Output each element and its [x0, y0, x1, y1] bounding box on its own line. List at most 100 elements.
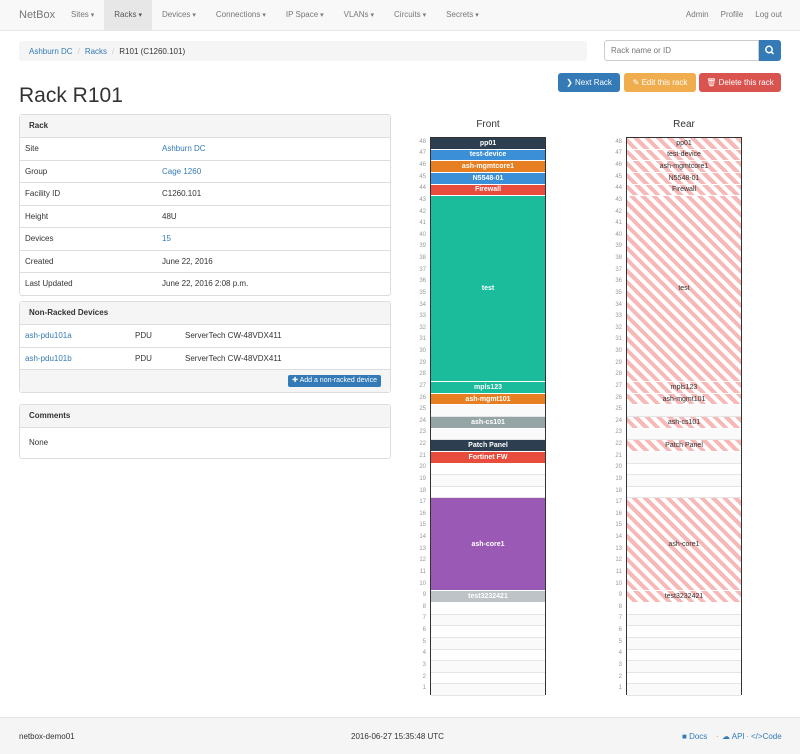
unit-number: 23	[615, 429, 622, 436]
device[interactable]: test	[627, 196, 741, 383]
nav-menu[interactable]: Connections	[206, 0, 276, 30]
crumb-link[interactable]: Ashburn DC	[29, 46, 73, 56]
unit-number: 46	[419, 162, 426, 169]
menu-bar: SitesRacksDevicesConnectionsIP SpaceVLAN…	[61, 0, 489, 30]
brand[interactable]: NetBox	[19, 9, 56, 21]
unit-number: 4	[618, 650, 622, 657]
unit-number: 47	[615, 150, 622, 157]
unit-number: 16	[615, 510, 622, 517]
nav-menu[interactable]: Secrets	[436, 0, 489, 30]
device[interactable]: ash-core1	[627, 498, 741, 592]
rack-unit	[627, 405, 741, 417]
unit-number: 42	[419, 208, 426, 215]
unit-number: 47	[419, 150, 426, 157]
unit-number: 5	[618, 638, 622, 645]
unit-number: 38	[615, 255, 622, 262]
unit-number: 20	[615, 464, 622, 471]
next-rack-button[interactable]: ❯ Next Rack	[558, 73, 620, 92]
rack-unit	[431, 684, 545, 696]
footer-link[interactable]: ☁ API	[722, 732, 745, 741]
nav-menu[interactable]: VLANs	[334, 0, 384, 30]
table-row: Devices 15	[20, 228, 390, 251]
device-label: ash-core1	[471, 540, 505, 548]
user-link[interactable]: Admin	[685, 10, 709, 19]
device[interactable]: ash-mgmt101	[627, 393, 741, 406]
unit-number: 21	[419, 452, 426, 459]
device[interactable]: mpls123	[627, 382, 741, 394]
nav-menu[interactable]: IP Space	[276, 0, 334, 30]
row-value[interactable]: Cage 1260	[162, 166, 202, 176]
footer-time: 2016-06-27 15:35:48 UTC	[351, 732, 444, 741]
table-row: Facility ID C1260.101	[20, 183, 390, 206]
user-link[interactable]: Profile	[720, 10, 744, 19]
add-button[interactable]: ✚ Add a non-racked device	[288, 375, 381, 387]
nav-menu[interactable]: Sites	[61, 0, 104, 30]
device[interactable]: mpls123	[431, 382, 545, 394]
device[interactable]: ash-cs101	[431, 417, 545, 429]
rack-unit	[431, 626, 545, 638]
device[interactable]: test-device	[431, 149, 545, 162]
device[interactable]: ash-mgmtcore1	[431, 161, 545, 173]
device[interactable]: Patch Panel	[431, 440, 545, 452]
device-label: Patch Panel	[468, 442, 508, 450]
device-label: ash-cs101	[471, 418, 505, 426]
rack-unit	[627, 684, 741, 696]
button-label: Add a non-racked device	[299, 377, 377, 384]
nav-menu[interactable]: Circuits	[384, 0, 436, 30]
unit-number: 26	[615, 394, 622, 401]
row-label: Site	[25, 144, 39, 153]
search-button[interactable]	[759, 40, 781, 61]
device[interactable]: test3232421	[627, 591, 741, 603]
nav-menu[interactable]: Devices	[152, 0, 206, 30]
rack-unit	[431, 428, 545, 441]
edit-button[interactable]: ✎ Edit this rack	[624, 73, 696, 92]
search-input[interactable]	[604, 40, 759, 61]
device-name[interactable]: ash-pdu101b	[25, 353, 72, 363]
unit-number: 28	[615, 371, 622, 378]
device-name[interactable]: ash-pdu101a	[25, 331, 72, 340]
crumb-link[interactable]: Racks	[84, 46, 108, 56]
device[interactable]: pp01	[431, 138, 545, 150]
device-label: pp01	[676, 139, 692, 147]
row-value: June 22, 2016 2:08 p.m.	[162, 279, 249, 288]
device[interactable]: ash-mgmt101	[431, 393, 545, 406]
rack-unit	[627, 428, 741, 441]
device[interactable]: ash-mgmtcore1	[627, 161, 741, 173]
rack-unit	[627, 451, 741, 464]
device-label: test	[481, 285, 495, 293]
device-label: Patch Panel	[665, 442, 703, 450]
device-label: test3232421	[468, 593, 508, 601]
rack-unit	[627, 463, 741, 476]
rack-panel: Rack Site Ashburn DC Group Cage 1260 Facilit…	[19, 114, 391, 296]
unit-number: 30	[615, 348, 622, 355]
nav-menu[interactable]: Racks	[104, 0, 152, 30]
panel-heading: Rack	[20, 115, 390, 138]
unit-number: 17	[419, 499, 426, 506]
unit-number: 5	[422, 638, 426, 645]
unit-number: 24	[615, 417, 622, 424]
device[interactable]: Patch Panel	[627, 440, 741, 452]
footer-link[interactable]: </>Code	[751, 732, 782, 741]
device[interactable]: ash-core1	[431, 498, 545, 592]
delete-button[interactable]: 🗑 Delete this rack	[699, 73, 781, 92]
device[interactable]: test3232421	[431, 591, 545, 603]
device[interactable]: N5548-01	[431, 172, 545, 185]
unit-number: 40	[419, 231, 426, 238]
device[interactable]: pp01	[627, 138, 741, 150]
device[interactable]: test	[431, 196, 545, 383]
device[interactable]: Firewall	[627, 184, 741, 197]
device[interactable]: Firewall	[431, 184, 545, 197]
unit-number: 19	[615, 475, 622, 482]
row-label: Devices	[25, 234, 54, 243]
unit-number: 3	[618, 661, 622, 668]
device[interactable]: test-device	[627, 149, 741, 162]
row-value[interactable]: Ashburn DC	[162, 144, 206, 153]
footer-link[interactable]: ■ Docs	[682, 732, 708, 741]
user-link[interactable]: Log out	[755, 10, 782, 19]
device-label: pp01	[479, 139, 497, 147]
row-value[interactable]: 15	[162, 234, 171, 243]
device[interactable]: Fortinet FW	[431, 451, 545, 464]
unit-number: 45	[419, 173, 426, 180]
device[interactable]: N5548-01	[627, 172, 741, 185]
device[interactable]: ash-cs101	[627, 417, 741, 429]
